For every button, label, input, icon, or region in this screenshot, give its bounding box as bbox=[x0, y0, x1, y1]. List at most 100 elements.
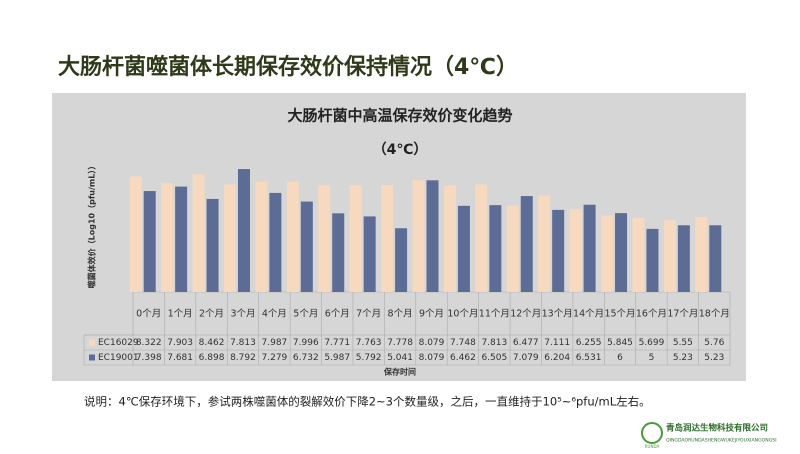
table-value: 6.477 bbox=[513, 338, 539, 348]
bar bbox=[552, 209, 565, 292]
legend-label: EC19001 bbox=[98, 353, 139, 363]
x-tick-label: 8个月 bbox=[388, 309, 413, 320]
x-tick-label: 16个月 bbox=[636, 309, 667, 320]
table-value: 5.23 bbox=[673, 353, 693, 363]
table-value: 8.079 bbox=[419, 338, 445, 348]
x-tick-label: 10个月 bbox=[447, 309, 478, 320]
y-axis-label: 噬菌体效价（Log10（pfu/mL）） bbox=[87, 162, 97, 289]
table-value: 6.531 bbox=[576, 353, 602, 363]
logo-icon bbox=[641, 422, 663, 444]
x-tick-label: 15个月 bbox=[604, 309, 635, 320]
bar bbox=[129, 176, 142, 292]
bar bbox=[318, 185, 331, 292]
table-value: 5.23 bbox=[704, 353, 724, 363]
x-axis-label: 保存时间 bbox=[383, 367, 416, 377]
x-tick-label: 9个月 bbox=[419, 309, 444, 320]
table-value: 5 bbox=[649, 353, 655, 363]
bar bbox=[175, 186, 188, 292]
x-tick-label: 5个月 bbox=[293, 309, 318, 320]
bar bbox=[237, 169, 250, 292]
chart-title: 大肠杆菌中高温保存效价变化趋势 bbox=[287, 107, 512, 125]
note: 说明：4℃保存环境下，参试两株噬菌体的裂解效价下降2~3个数量级，之后，一直维持… bbox=[84, 395, 651, 409]
table-value: 8.322 bbox=[136, 338, 162, 348]
logo-pinyin: QINGDAORUNDASHENGWUKEJIYOUXIANGONGSI bbox=[666, 438, 777, 444]
table-value: 5.55 bbox=[673, 338, 693, 348]
bar bbox=[583, 204, 596, 292]
table-value: 6.898 bbox=[199, 353, 225, 363]
table-value: 6.732 bbox=[293, 353, 319, 363]
x-tick-label: 4个月 bbox=[262, 309, 287, 320]
bar bbox=[632, 217, 645, 292]
bar bbox=[161, 183, 174, 292]
x-tick-label: 17个月 bbox=[667, 309, 698, 320]
x-tick-label: 13个月 bbox=[542, 309, 573, 320]
bar bbox=[443, 185, 456, 292]
table-value: 5.792 bbox=[356, 353, 382, 363]
bar bbox=[475, 184, 488, 292]
table-value: 6.255 bbox=[576, 338, 602, 348]
table-value: 7.813 bbox=[481, 338, 507, 348]
bar bbox=[269, 192, 282, 292]
bar bbox=[286, 181, 299, 292]
table-value: 7.996 bbox=[293, 338, 319, 348]
table-value: 7.771 bbox=[324, 338, 350, 348]
page-title: 大肠杆菌噬菌体长期保存效价保持情况（4℃） bbox=[58, 54, 518, 80]
bar bbox=[506, 205, 519, 292]
x-tick-label: 18个月 bbox=[699, 309, 730, 320]
x-tick-label: 6个月 bbox=[325, 309, 350, 320]
bar bbox=[663, 220, 676, 292]
logo-mark: RUNDA bbox=[645, 444, 660, 449]
table-value: 7.279 bbox=[262, 353, 288, 363]
bar bbox=[489, 205, 502, 292]
bar bbox=[520, 196, 533, 292]
bar bbox=[695, 216, 708, 292]
bar bbox=[412, 180, 425, 292]
logo-name: 青岛润达生物科技有限公司 bbox=[666, 423, 768, 434]
table-value: 6 bbox=[617, 353, 623, 363]
bar bbox=[395, 228, 408, 292]
bar bbox=[601, 215, 614, 292]
table-value: 7.763 bbox=[356, 338, 382, 348]
x-tick-label: 7个月 bbox=[356, 309, 381, 320]
legend-swatch bbox=[89, 339, 95, 346]
bar bbox=[332, 213, 345, 292]
bar bbox=[223, 184, 236, 292]
table-value: 7.813 bbox=[230, 338, 256, 348]
bar bbox=[569, 209, 582, 292]
table-value: 8.462 bbox=[199, 338, 225, 348]
table-value: 7.398 bbox=[136, 353, 162, 363]
bar bbox=[349, 185, 362, 292]
x-tick-label: 11个月 bbox=[479, 309, 510, 320]
table-value: 5.699 bbox=[639, 338, 665, 348]
bar bbox=[457, 205, 470, 292]
table-value: 6.204 bbox=[544, 353, 570, 363]
bar bbox=[646, 228, 659, 292]
table-value: 8.792 bbox=[230, 353, 256, 363]
table-value: 8.079 bbox=[419, 353, 445, 363]
bar bbox=[538, 195, 551, 292]
bar bbox=[192, 174, 205, 292]
table-value: 7.987 bbox=[262, 338, 288, 348]
bar bbox=[300, 201, 313, 292]
table-value: 6.462 bbox=[450, 353, 476, 363]
bar bbox=[255, 181, 268, 292]
table-value: 5.041 bbox=[387, 353, 413, 363]
bar bbox=[206, 198, 219, 292]
table-value: 5.76 bbox=[704, 338, 724, 348]
table-value: 5.987 bbox=[324, 353, 350, 363]
table-value: 7.079 bbox=[513, 353, 539, 363]
table-value: 7.111 bbox=[544, 338, 570, 348]
table-value: 7.778 bbox=[387, 338, 413, 348]
table-value: 7.681 bbox=[167, 353, 193, 363]
bar bbox=[615, 213, 628, 292]
x-tick-label: 0个月 bbox=[136, 309, 161, 320]
bar bbox=[381, 185, 394, 292]
x-tick-label: 12个月 bbox=[510, 309, 541, 320]
bar bbox=[677, 225, 690, 292]
bar bbox=[143, 191, 156, 292]
table-value: 7.903 bbox=[167, 338, 193, 348]
bar bbox=[426, 180, 439, 292]
table-value: 6.505 bbox=[481, 353, 507, 363]
x-tick-label: 3个月 bbox=[230, 309, 255, 320]
